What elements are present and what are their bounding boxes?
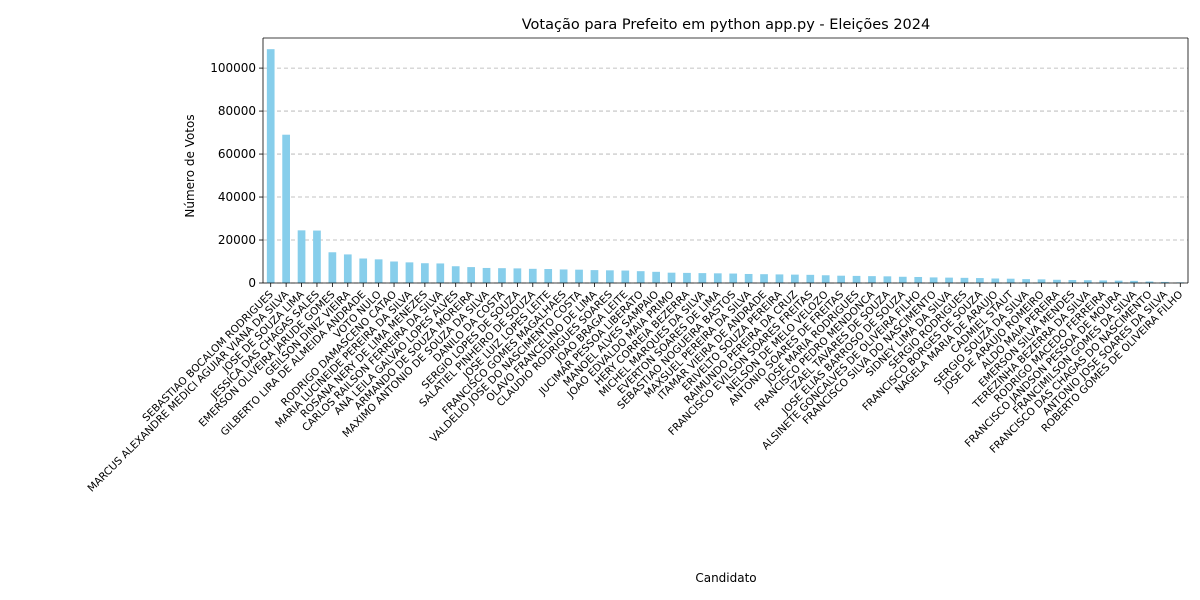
chart-title: Votação para Prefeito em python app.py -… — [522, 17, 931, 33]
bar — [667, 272, 676, 283]
bar — [744, 273, 753, 283]
bar — [436, 263, 445, 283]
grid-lines — [263, 67, 1188, 284]
y-tick-label: 100000 — [210, 61, 256, 75]
bar — [775, 274, 784, 283]
bar — [636, 271, 645, 283]
bar — [837, 275, 845, 283]
bar — [1068, 279, 1077, 283]
bar — [282, 134, 290, 283]
bar — [575, 269, 583, 283]
bar — [421, 263, 429, 283]
bar — [883, 276, 892, 283]
bar — [713, 273, 722, 283]
x-axis-label: Candidato — [695, 571, 756, 585]
bar — [451, 266, 460, 283]
bar — [1083, 280, 1092, 283]
bar — [729, 273, 738, 283]
bar — [945, 277, 953, 283]
bar — [914, 276, 923, 283]
bar — [806, 274, 815, 283]
bar — [791, 274, 799, 283]
bar — [1037, 279, 1046, 283]
bar — [1022, 279, 1030, 283]
y-tick-label: 60000 — [218, 147, 256, 161]
bar — [544, 269, 553, 283]
bar — [1145, 281, 1154, 283]
bar — [960, 277, 969, 283]
bar — [467, 267, 475, 283]
bar — [683, 272, 691, 283]
bar — [976, 278, 984, 283]
bar — [328, 252, 337, 283]
bar — [1161, 281, 1169, 283]
bar — [297, 230, 306, 283]
bar — [760, 274, 768, 283]
bar — [343, 254, 352, 283]
bar — [991, 278, 1000, 283]
bar — [621, 270, 630, 283]
bar — [498, 268, 506, 283]
bar — [359, 258, 368, 283]
y-tick-label: 40000 — [218, 190, 256, 204]
bars — [266, 49, 1185, 283]
bar — [698, 273, 707, 283]
bar — [606, 270, 614, 283]
bar — [405, 262, 414, 283]
y-tick-label: 20000 — [218, 233, 256, 247]
bar — [482, 267, 491, 283]
bar — [852, 275, 861, 283]
bar — [390, 261, 398, 283]
bar — [821, 275, 830, 283]
bar — [1114, 280, 1123, 283]
bar — [313, 230, 321, 283]
axes — [262, 37, 1189, 284]
bar — [929, 277, 938, 283]
bar — [528, 268, 537, 283]
bar — [868, 276, 876, 283]
bar — [652, 271, 660, 283]
bar — [1130, 280, 1138, 283]
y-tick-label: 80000 — [218, 104, 256, 118]
y-ticks: 0 20000 40000 60000 80000 100000 — [210, 61, 263, 290]
y-axis-label: Número de Votos — [183, 114, 197, 217]
bar — [1053, 279, 1061, 283]
bar — [590, 270, 599, 283]
bar — [559, 269, 568, 283]
bar — [1006, 278, 1015, 283]
bar — [266, 49, 275, 283]
bar — [374, 259, 383, 283]
bar — [513, 268, 522, 283]
y-tick-label: 0 — [248, 276, 256, 290]
bar — [898, 276, 907, 283]
bar — [1099, 280, 1108, 283]
